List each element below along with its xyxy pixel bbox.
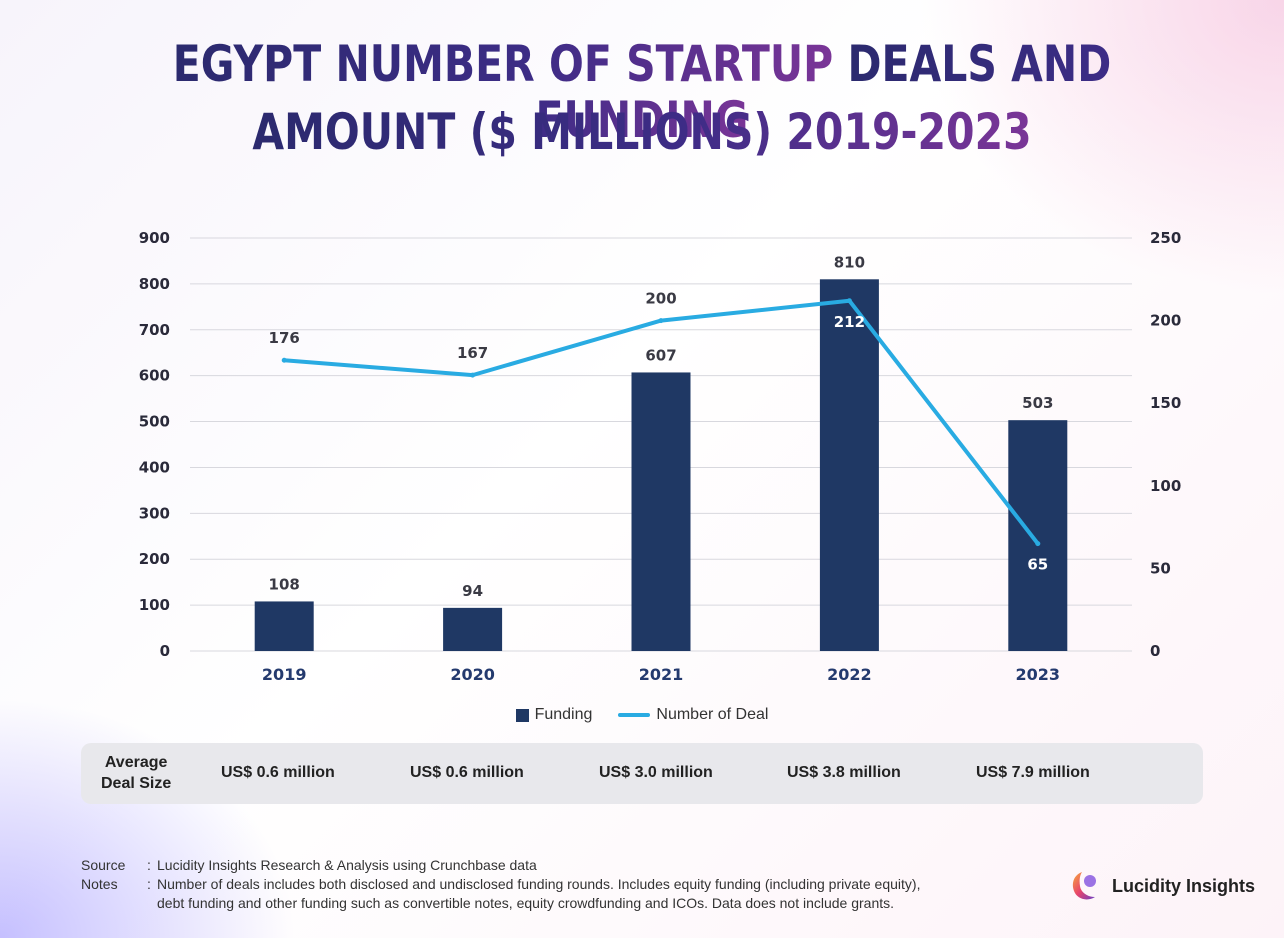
data-label-funding: 503	[1022, 394, 1053, 412]
data-label-deals: 176	[269, 329, 300, 347]
data-label-funding: 94	[462, 582, 483, 600]
y-left-tick-label: 200	[139, 550, 170, 568]
data-label-funding: 607	[645, 346, 676, 364]
legend-label-deals: Number of Deal	[656, 706, 769, 723]
data-label-deals: 212	[834, 313, 865, 331]
y-right-tick-label: 100	[1150, 477, 1181, 495]
y-left-tick-label: 800	[139, 275, 170, 293]
legend-label-funding: Funding	[534, 706, 593, 723]
avg-value-2023: US$ 7.9 million	[976, 764, 1090, 781]
notes-row-2: debt funding and other funding such as c…	[81, 894, 997, 913]
avg-value-2019: US$ 0.6 million	[221, 764, 335, 781]
notes-text-1: Number of deals includes both disclosed …	[157, 876, 921, 892]
average-deal-size-panel: Average Deal Size US$ 0.6 million US$ 0.…	[81, 743, 1203, 804]
source-row: Source : Lucidity Insights Research & An…	[81, 856, 997, 875]
title-part-2: DEALS AND FUNDING	[536, 35, 1112, 149]
legend-item-funding: Funding	[515, 706, 593, 724]
chart-legend: Funding Number of Deal	[0, 706, 1284, 724]
y-left-tick-label: 400	[139, 458, 170, 476]
bar-funding-2020	[443, 607, 503, 651]
y-left-tick-label: 600	[139, 367, 170, 385]
y-left-tick-label: 500	[139, 413, 170, 431]
bar-funding-2023	[1008, 420, 1068, 651]
y-left-tick-label: 0	[160, 642, 170, 660]
notes-row: Notes : Number of deals includes both di…	[81, 875, 997, 894]
data-label-deals: 167	[457, 344, 488, 362]
notes-key: Notes	[81, 876, 118, 892]
point-deals-2019	[281, 357, 287, 363]
title-line-2: AMOUNT ($ MILLIONS) 2019-2023	[252, 103, 1032, 161]
lucidity-logo-icon	[1072, 872, 1096, 900]
x-tick-label: 2019	[262, 665, 307, 684]
y-right-tick-label: 50	[1150, 559, 1171, 577]
avg-label-line-2: Deal Size	[101, 775, 172, 792]
source-text: Lucidity Insights Research & Analysis us…	[157, 857, 537, 873]
data-label-funding: 810	[834, 253, 865, 271]
y-left-tick-label: 300	[139, 504, 170, 522]
bar-funding-2019	[254, 601, 314, 651]
bar-funding-2021	[631, 372, 691, 651]
y-right-tick-label: 250	[1150, 229, 1181, 247]
point-deals-2023	[1035, 541, 1041, 547]
brand-name: Lucidity Insights	[1112, 875, 1256, 896]
x-tick-label: 2022	[827, 665, 872, 684]
y-left-tick-label: 900	[139, 229, 170, 247]
avg-label-line-1: Average	[104, 754, 168, 771]
y-right-tick-label: 200	[1150, 312, 1181, 330]
y-left-tick-label: 700	[139, 321, 170, 339]
data-label-deals: 200	[645, 290, 676, 308]
point-deals-2020	[470, 372, 476, 378]
data-label-funding: 108	[269, 575, 300, 593]
footer-notes: Source : Lucidity Insights Research & An…	[81, 856, 997, 913]
combo-chart: 0 100 200 300 400 500 600 700 800 900 0 50 100 150 200…	[139, 229, 1182, 684]
y-right-tick-label: 0	[1150, 642, 1160, 660]
avg-value-2022: US$ 3.8 million	[787, 764, 901, 781]
chart-title-line-1: EGYPT NUMBER OF STARTUP DEALS AND FUNDIN…	[116, 36, 1169, 148]
y-left-tick-label: 100	[139, 596, 170, 614]
avg-value-2020: US$ 0.6 million	[410, 764, 524, 781]
brand-logo: Lucidity Insights	[1068, 869, 1255, 903]
x-tick-label: 2020	[450, 665, 495, 684]
legend-item-deals: Number of Deal	[618, 706, 768, 724]
x-tick-label: 2023	[1016, 665, 1061, 684]
legend-swatch-deals	[618, 713, 651, 717]
title-part-1: EGYPT NUMBER OF STARTUP	[172, 35, 834, 93]
notes-text-2: debt funding and other funding such as c…	[157, 895, 895, 911]
source-key: Source	[81, 857, 126, 873]
x-tick-label: 2021	[639, 665, 684, 684]
point-deals-2021	[658, 318, 664, 324]
chart-title-line-2: AMOUNT ($ MILLIONS) 2019-2023	[116, 104, 1169, 160]
y-right-tick-label: 150	[1150, 394, 1181, 412]
legend-swatch-funding	[515, 708, 529, 722]
bar-funding-2022	[819, 279, 879, 651]
data-label-deals: 65	[1027, 556, 1048, 574]
average-deal-size-label: Average Deal Size	[101, 752, 171, 794]
avg-value-2021: US$ 3.0 million	[599, 764, 713, 781]
point-deals-2022	[846, 298, 852, 304]
